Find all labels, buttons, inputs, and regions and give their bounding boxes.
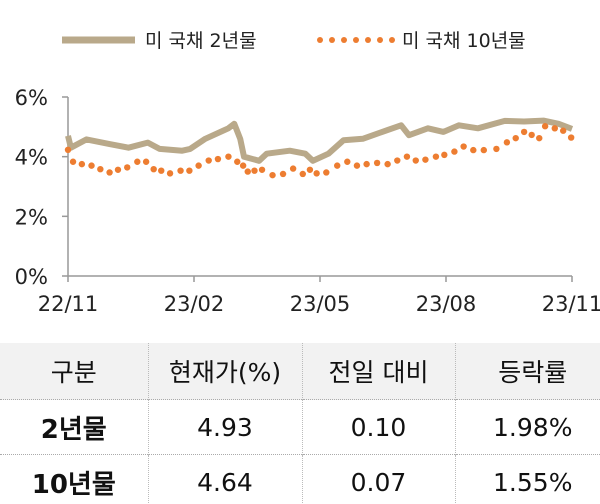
series-10y-point: [528, 131, 535, 139]
series-10y-point: [551, 125, 558, 132]
series-10y-point: [289, 165, 297, 172]
change-value: 0.07: [301, 454, 455, 504]
series-10y-point: [299, 170, 306, 178]
x-tick-label: 23/02: [164, 292, 225, 316]
series-10y-point: [64, 146, 72, 154]
series-10y-point: [460, 143, 467, 150]
x-tick-label: 23/08: [416, 292, 477, 316]
series-10y-point: [244, 168, 251, 175]
legend-2y-label: 미 국채 2년물: [145, 30, 257, 52]
yield-table: 구분 현재가(%) 전일 대비 등락률 2년물 4.93 0.10 1.98% …: [0, 343, 600, 504]
series-10y-point: [412, 157, 419, 164]
legend-10y-label: 미 국채 10년물: [402, 30, 526, 52]
y-tick-label: 4%: [15, 146, 48, 170]
series-10y-point: [150, 165, 157, 173]
series-10y-point: [97, 165, 104, 173]
series-10y-point: [503, 139, 511, 146]
series-10y-point: [493, 145, 500, 153]
y-tick-label: 6%: [15, 86, 48, 110]
series-10y-point: [195, 162, 202, 169]
series-10y-point: [541, 123, 549, 130]
series-10y-point: [258, 166, 266, 173]
series-10y-point: [394, 157, 401, 164]
series-10y-point: [432, 153, 440, 160]
legend-dot: [353, 37, 359, 43]
series-10y-point: [205, 157, 212, 164]
series-10y-point: [69, 158, 77, 165]
y-tick-label: 0%: [15, 265, 48, 289]
series-10y-point: [536, 134, 543, 142]
series-10y-point: [279, 170, 287, 178]
series-10y-point: [384, 160, 391, 168]
x-tick-label: 23/05: [290, 292, 351, 316]
legend-dot: [389, 37, 395, 43]
header-rate: 등락률: [454, 343, 600, 400]
series-10y-point: [512, 134, 519, 142]
header-change: 전일 대비: [301, 343, 455, 400]
row-label: 10년물: [0, 454, 148, 504]
series-10y-point: [239, 162, 247, 169]
legend-dot: [317, 37, 323, 43]
series-10y-point: [166, 170, 174, 177]
legend-dot: [329, 37, 335, 43]
series-10y-point: [225, 153, 232, 160]
series-10y-point: [480, 146, 487, 154]
series-10y-point: [451, 148, 458, 155]
series-10y-point: [344, 158, 351, 165]
table-row: 10년물 4.64 0.07 1.55%: [0, 454, 600, 504]
series-10y-point: [78, 160, 86, 168]
y-tick-label: 2%: [15, 205, 48, 229]
series-10y-point: [470, 146, 477, 154]
x-tick-label: 23/11: [542, 292, 600, 316]
current-value: 4.93: [147, 399, 302, 455]
series-10y-point: [313, 170, 320, 177]
row-label: 2년물: [0, 399, 148, 455]
series-10y-point: [142, 158, 150, 165]
series-10y-point: [403, 153, 411, 160]
series-10y-point: [323, 169, 330, 176]
series-2y-line: [65, 117, 574, 164]
series-10y-point: [251, 167, 258, 174]
series-10y-point: [124, 164, 131, 171]
legend-dot: [341, 37, 347, 43]
yield-chart: 미 국채 2년물 미 국채 10년물 0% 2% 4% 6% 22/11 23/02 23/…: [15, 30, 600, 316]
series-10y-point: [334, 162, 341, 169]
series-10y-point: [88, 162, 95, 169]
series-10y-point: [234, 158, 241, 165]
series-10y-point: [353, 162, 361, 169]
series-10y-point: [373, 159, 381, 167]
series-10y-point: [567, 134, 575, 141]
series-10y-point: [441, 151, 448, 159]
table-header-row: 구분 현재가(%) 전일 대비 등락률: [0, 343, 600, 400]
legend-dot: [377, 37, 383, 43]
header-category: 구분: [0, 343, 148, 400]
series-10y-point: [114, 166, 122, 173]
series-10y-point: [363, 160, 370, 168]
series-10y-point: [306, 166, 314, 173]
series-10y-point: [520, 128, 528, 136]
series-10y-point: [158, 167, 165, 174]
series-10y-point: [177, 167, 184, 174]
rate-value: 1.55%: [454, 454, 600, 504]
x-tick-label: 22/11: [38, 292, 99, 316]
legend-dot: [365, 37, 371, 43]
current-value: 4.64: [147, 454, 302, 504]
rate-value: 1.98%: [454, 399, 600, 455]
change-value: 0.10: [301, 399, 455, 455]
series-10y-point: [106, 169, 113, 176]
series-10y-point: [214, 155, 222, 163]
series-10y-point: [186, 167, 193, 174]
table-row: 2년물 4.93 0.10 1.98%: [0, 399, 600, 455]
series-10y-point: [422, 156, 429, 163]
legend: 미 국채 2년물 미 국채 10년물: [62, 30, 526, 52]
legend-10y-swatch: [317, 37, 395, 43]
series-10y-point: [559, 127, 567, 134]
header-current: 현재가(%): [147, 343, 302, 400]
series-10y-point: [269, 171, 276, 179]
series-10y-point: [134, 158, 141, 165]
